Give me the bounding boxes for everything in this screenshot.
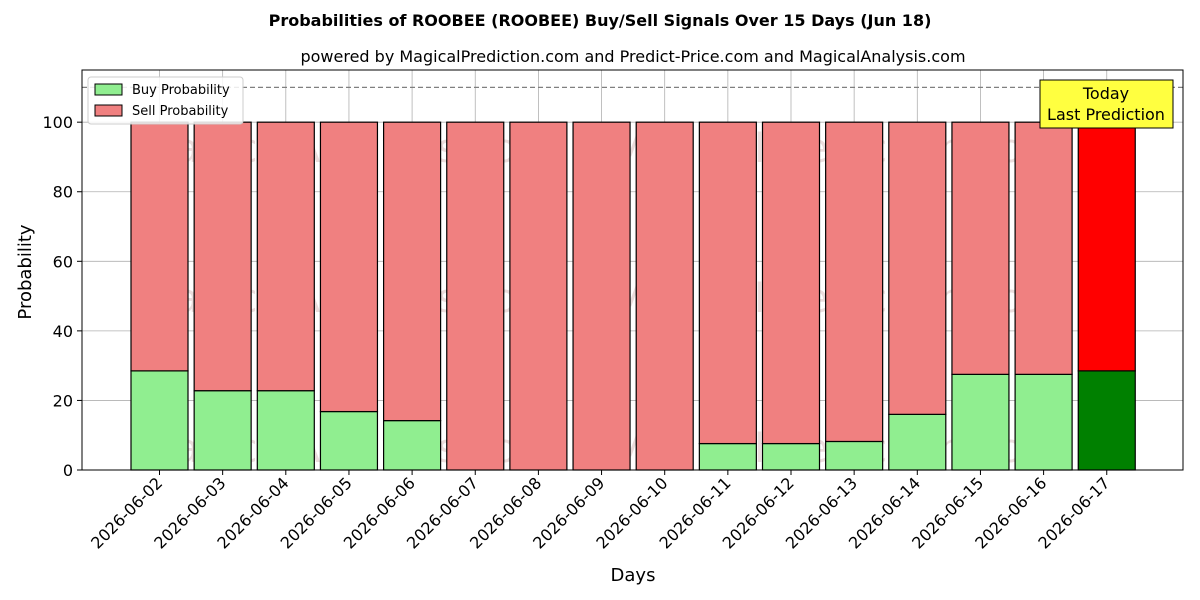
sell-bar	[825, 121, 884, 443]
sell-bar	[509, 121, 568, 471]
legend-swatch	[94, 83, 123, 96]
buy-bar	[193, 390, 252, 471]
annotation-line2: Last Prediction	[1047, 105, 1165, 124]
plot-frame	[81, 69, 1184, 471]
sell-bar	[446, 121, 505, 471]
buy-bar	[761, 442, 821, 471]
x-axis: 2026-06-022026-06-032026-06-042026-06-05…	[87, 470, 1114, 553]
sell-bar	[698, 121, 757, 445]
chart-title: Probabilities of ROOBEE (ROOBEE) Buy/Sel…	[269, 11, 932, 30]
buy-bar	[383, 420, 442, 471]
sell-bar	[888, 121, 947, 415]
sell-bar	[319, 121, 379, 413]
legend-box	[87, 76, 244, 125]
buy-bar	[256, 390, 315, 471]
sell-bar	[951, 121, 1010, 375]
y-tick-label: 100	[42, 113, 73, 132]
buy-bar	[130, 370, 189, 471]
buy-bar	[951, 373, 1010, 471]
y-tick-label: 20	[53, 391, 73, 410]
y-tick-label: 80	[53, 183, 73, 202]
sell-bar	[256, 121, 315, 392]
y-axis-label: Probability	[15, 224, 36, 319]
buy-bar	[698, 442, 757, 471]
y-tick-label: 0	[63, 461, 73, 480]
y-tick-label: 60	[53, 252, 73, 271]
annotation-line1: Today	[1082, 84, 1129, 103]
buy-bar	[1077, 370, 1136, 471]
buy-bar	[825, 440, 884, 471]
buy-bar	[888, 413, 947, 471]
legend: Buy Probability Sell Probability	[87, 76, 244, 125]
chart-subtitle: powered by MagicalPrediction.com and Pre…	[300, 47, 965, 66]
legend-label: Sell Probability	[132, 104, 229, 119]
sell-bar	[761, 121, 821, 445]
bars	[130, 121, 1136, 471]
annotation-box	[1039, 79, 1174, 129]
x-axis-label: Days	[611, 565, 656, 586]
sell-bar	[383, 121, 442, 422]
sell-bar	[572, 121, 631, 471]
sell-bar	[130, 121, 189, 372]
sell-bar	[1014, 121, 1073, 375]
today-annotation: Today Last Prediction	[1039, 79, 1174, 129]
buy-bar	[1014, 373, 1073, 471]
legend-label: Buy Probability	[132, 83, 230, 98]
y-axis: 0 20 40 60 80 100	[42, 113, 82, 480]
legend-swatch	[94, 104, 123, 117]
sell-bar	[635, 121, 694, 471]
y-tick-label: 40	[53, 322, 73, 341]
sell-bar	[193, 121, 252, 392]
buy-bar	[319, 410, 379, 471]
sell-bar	[1077, 121, 1136, 372]
